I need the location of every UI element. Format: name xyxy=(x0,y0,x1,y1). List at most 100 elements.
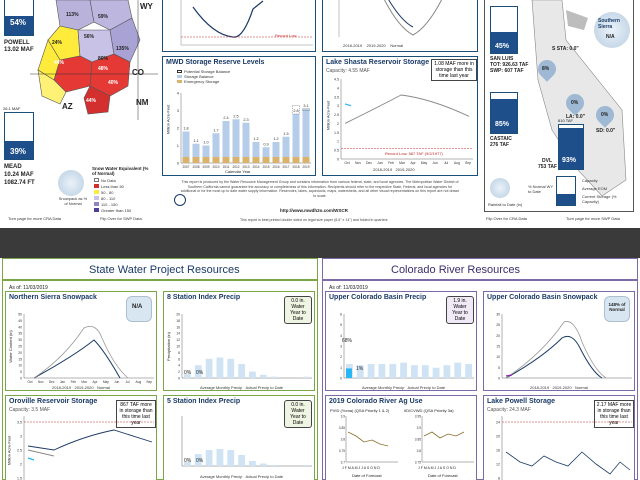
powell-callout: 2.17 MAF more in storage than this time … xyxy=(594,400,634,428)
mead-pct: 39% xyxy=(10,147,27,156)
upper-snow-badge: 148% of Normal xyxy=(608,302,626,312)
five-legend: Average Monthly Precip Actual Precip to … xyxy=(200,474,284,479)
mwd-emergency-bar xyxy=(182,157,190,163)
swp-panel: Southern Sierra N/A 45% SAN LUIS TOT: 92… xyxy=(482,0,640,228)
cr-header-title: Colorado River Resources xyxy=(391,264,520,276)
upper-precip-avg-bar xyxy=(356,365,364,378)
mead-cap1: 10.24 MAF xyxy=(4,172,34,178)
mwd-bar xyxy=(282,136,290,163)
shasta-x-tick: Nov xyxy=(355,161,361,165)
dvl-pct: 93% xyxy=(562,157,577,164)
upper-precip-avg-bar xyxy=(378,363,386,378)
sanluis-swp: SWP: 607 TAF xyxy=(490,68,524,74)
colorado-basin-map xyxy=(30,0,158,120)
sanluis-pct: 45% xyxy=(495,43,510,50)
shasta-y-tick: 4 xyxy=(337,86,339,90)
upper-precip-y-tick: 6 xyxy=(340,313,342,317)
swe-item-1: Less than 50 xyxy=(101,184,124,189)
mwd-bar-label: 1.0 xyxy=(203,141,208,145)
mwd-x-tick: 2019 xyxy=(302,165,309,169)
shasta-title: Lake Shasta Reservoir Storage xyxy=(326,59,430,66)
shasta-cap: Capacity: 4.55 MAF xyxy=(326,68,370,74)
mwd-emergency-bar xyxy=(282,157,290,163)
mwd-bar-label: 1.2 xyxy=(273,137,278,141)
northern-x-tick: Nov xyxy=(38,380,44,384)
report-page-two: State Water Project Resources As of: 11/… xyxy=(0,258,640,480)
pvid-y-tick: 3.75 xyxy=(339,449,345,453)
upper-snow-title: Upper Colorado Basin Snowpack xyxy=(487,294,598,301)
mwd-bar-label: 1.2 xyxy=(253,137,258,141)
eight-y-tick: 0 xyxy=(178,377,180,381)
mwd-x-tick: 2018 xyxy=(292,165,299,169)
shasta-y-tick: 4.5 xyxy=(334,78,339,82)
shasta-2018-line xyxy=(344,94,470,124)
mwd-emergency-bar xyxy=(232,157,240,163)
shasta-panel: Lake Shasta Reservoir Storage Capacity: … xyxy=(322,56,478,176)
shasta-y-tick: 3.5 xyxy=(334,95,339,99)
mwd-x-tick: 2011 xyxy=(223,165,230,169)
mwd-x-tick: 2010 xyxy=(212,165,219,169)
sanluis-tot: TOT: 926.63 TAF xyxy=(490,62,529,68)
pvid-y-tick: 3.8 xyxy=(341,438,346,442)
oroville-cap: Capacity: 3.5 MAF xyxy=(9,407,51,413)
dvl-cap: 753 TAF xyxy=(538,164,558,170)
right-legend-2: Capacity xyxy=(582,178,598,183)
mwd-emergency-bar xyxy=(302,157,310,163)
five-bar-chart xyxy=(181,416,312,467)
northern-x-tick: Jul xyxy=(125,380,129,384)
mwd-x-tick: 2008 xyxy=(192,165,199,169)
powell-cap-text: Capacity: 24.3 MAF xyxy=(487,407,531,413)
cr-header: Colorado River Resources xyxy=(323,259,637,281)
mwd-x-tick: 2014 xyxy=(252,165,259,169)
eight-y-tick: 12 xyxy=(176,338,180,342)
northern-x-tick: Mar xyxy=(81,380,87,384)
shasta-y-tick: 2 xyxy=(337,122,339,126)
mwd-potential-bar xyxy=(302,108,310,111)
northern-y-tick: 0 xyxy=(20,377,22,381)
agri-xlabel-right: Date of Forecast xyxy=(428,473,458,478)
eight-y-tick: 6 xyxy=(178,357,180,361)
upper-precip-legend: Average Monthly Precip Actual Precip to … xyxy=(362,385,446,390)
upper-precip-pct-1: 1% xyxy=(356,366,364,372)
swe-legend-title: Snow Water Equivalent (% of Normal) xyxy=(92,166,149,176)
mwd-bar xyxy=(252,142,260,163)
mwd-storage-panel: MWD Storage Reserve Levels Potential Sto… xyxy=(162,56,316,176)
upper-precip-avg-bar xyxy=(389,363,397,378)
mwd-legend: Potential Storage Balance Storage Balanc… xyxy=(177,69,230,84)
shasta-y-tick: 0 xyxy=(337,158,339,162)
five-avg-bar xyxy=(184,462,191,466)
swp-header: State Water Project Resources xyxy=(3,259,317,281)
eight-avg-bar xyxy=(303,376,310,378)
castaic-name: CASTAIC xyxy=(490,136,512,142)
agri-panel: 2019 Colorado River Ag Use PVID (Yuma) (… xyxy=(325,395,477,480)
mwd-bar-label: 0.9 xyxy=(263,142,268,146)
northern-x-tick: Jun xyxy=(114,380,119,384)
swe-item-4: 110 - 150 xyxy=(101,202,118,207)
northern-x-tick: May xyxy=(103,380,109,384)
upper-precip-title: Upper Colorado Basin Precip xyxy=(329,294,427,301)
eight-avg-bar xyxy=(184,374,191,378)
cra-footer-left: Turn page for more CRA Data xyxy=(8,216,61,221)
swp-section: State Water Project Resources As of: 11/… xyxy=(2,258,318,480)
sierra-pct: N/A xyxy=(606,34,615,40)
northern-sierra-panel: Northern Sierra Snowpack N/A Water Conte… xyxy=(5,291,157,391)
oroville-y-tick: 2.5 xyxy=(17,449,22,453)
sd-rain: SD: 0.0" xyxy=(596,128,616,134)
oroville-2019-line xyxy=(27,457,35,461)
northern-x-tick: Feb xyxy=(71,380,77,384)
upper-precip-avg-bar xyxy=(443,365,451,378)
right-legend-4: Current Storage (% Capacity) xyxy=(582,194,617,204)
mwd-x-tick: 2012 xyxy=(232,165,239,169)
mwd-bar-label: 1.5 xyxy=(283,132,288,136)
iid-label: IID/CVWD (QSA Priority 3a) xyxy=(404,408,454,413)
map-pct-2: 59% xyxy=(98,14,109,20)
oroville-normal-line xyxy=(27,429,153,451)
mwd-x-tick: 2016 xyxy=(272,165,279,169)
swe-item-5: Greater than 150 xyxy=(101,208,132,213)
mwd-emergency-bar xyxy=(242,157,250,163)
dvl-tank: 93% xyxy=(558,124,584,170)
map-pct-6: 44% xyxy=(54,60,65,66)
eight-avg-bar xyxy=(194,365,202,378)
swe-item-3: 80 - 110 xyxy=(101,196,116,201)
